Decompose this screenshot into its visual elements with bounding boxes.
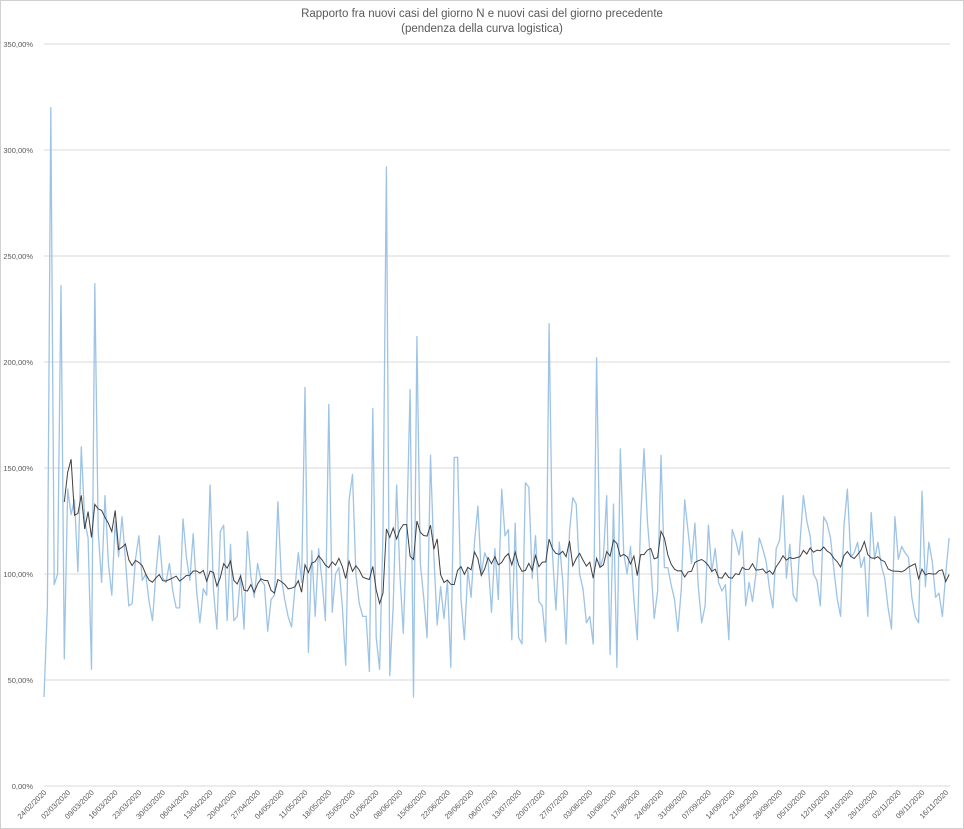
gridlines: [44, 43, 950, 787]
chart-title-block: Rapporto fra nuovi casi del giorno N e n…: [0, 7, 964, 37]
y-tick-label: 350,00%: [3, 40, 33, 49]
y-axis-labels: 0,00% 50,00% 100,00% 150,00% 200,00% 250,00% 3…: [3, 40, 33, 791]
chart-subtitle: (pendenza della curva logistica): [401, 23, 563, 35]
x-axis-labels: 24/02/202002/03/202009/03/202016/03/2020…: [16, 788, 951, 821]
y-tick-label: 100,00%: [3, 570, 33, 579]
chart-title: Rapporto fra nuovi casi del giorno N e n…: [301, 8, 663, 20]
y-tick-label: 200,00%: [3, 358, 33, 367]
moving-average-line: [63, 459, 950, 606]
daily-ratio-line: [43, 106, 950, 698]
y-tick-label: 150,00%: [3, 464, 33, 473]
y-tick-label: 300,00%: [3, 146, 33, 155]
series-lines: [43, 106, 950, 698]
y-tick-label: 0,00%: [12, 782, 34, 791]
y-tick-label: 250,00%: [3, 252, 33, 261]
y-tick-label: 50,00%: [8, 676, 34, 685]
